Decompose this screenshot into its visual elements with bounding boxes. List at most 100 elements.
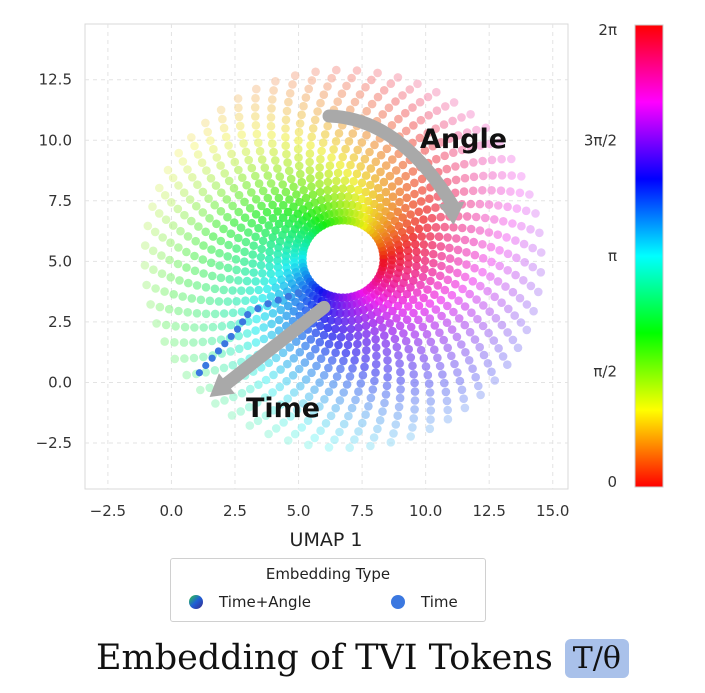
scatter-point <box>251 171 260 181</box>
scatter-point <box>357 194 366 204</box>
scatter-point <box>245 421 255 430</box>
scatter-point <box>388 306 397 316</box>
scatter-point <box>462 248 471 257</box>
colorbar <box>634 24 664 488</box>
scatter-point <box>244 228 253 237</box>
scatter-point <box>403 265 412 275</box>
scatter-point <box>395 187 405 197</box>
scatter-point <box>305 166 315 175</box>
scatter-point <box>228 308 238 318</box>
scatter-point <box>409 121 418 130</box>
scatter-point <box>309 409 319 419</box>
scatter-point <box>242 276 252 286</box>
scatter-point <box>357 178 367 188</box>
scatter-point <box>183 308 192 317</box>
scatter-point <box>206 258 216 268</box>
scatter-point <box>425 314 435 323</box>
time-point <box>244 311 252 319</box>
scatter-point <box>257 201 266 211</box>
scatter-point <box>253 416 263 426</box>
scatter-point <box>519 276 528 285</box>
scatter-point <box>284 97 293 107</box>
scatter-point <box>221 132 231 142</box>
scatter-point <box>517 221 526 231</box>
scatter-point <box>187 294 197 303</box>
scatter-point <box>447 351 456 361</box>
scatter-point <box>417 232 427 241</box>
scatter-point <box>376 167 385 177</box>
scatter-point <box>315 187 325 197</box>
scatter-point <box>335 396 345 405</box>
scatter-point <box>319 90 329 99</box>
scatter-point <box>506 187 515 196</box>
scatter-point <box>320 395 329 404</box>
scatter-point <box>273 207 283 216</box>
scatter-point <box>382 381 392 391</box>
scatter-point <box>495 246 504 255</box>
scatter-point <box>273 262 283 272</box>
scatter-point <box>433 353 442 363</box>
scatter-point <box>460 403 470 413</box>
scatter-point <box>205 383 214 393</box>
scatter-point <box>484 328 493 338</box>
scatter-point <box>402 193 412 203</box>
scatter-point <box>285 195 294 204</box>
scatter-point <box>346 324 356 334</box>
scatter-point <box>453 245 463 255</box>
scatter-point <box>508 287 518 297</box>
scatter-point <box>470 263 479 273</box>
scatter-point <box>468 186 478 196</box>
scatter-point <box>207 336 217 346</box>
scatter-point <box>349 153 359 162</box>
scatter-point <box>487 257 496 267</box>
scatter-point <box>394 176 404 186</box>
scatter-point <box>201 309 211 319</box>
scatter-point <box>350 356 359 365</box>
scatter-point <box>334 340 343 350</box>
x-tick-label: 10.0 <box>409 502 442 520</box>
scatter-point <box>289 388 299 397</box>
scatter-point <box>249 295 259 305</box>
scatter-point <box>251 232 260 242</box>
scatter-point <box>215 261 224 270</box>
scatter-point <box>479 301 488 310</box>
scatter-point <box>331 348 340 358</box>
scatter-point <box>405 85 415 94</box>
scatter-point <box>455 376 465 386</box>
scatter-point <box>323 82 332 91</box>
scatter-point <box>443 275 453 285</box>
scatter-point <box>396 385 405 394</box>
scatter-point <box>342 81 351 91</box>
scatter-point <box>388 202 397 211</box>
scatter-point <box>331 137 341 146</box>
scatter-point <box>354 185 363 195</box>
scatter-point <box>382 311 391 321</box>
scatter-point <box>491 313 501 323</box>
scatter-point <box>452 332 462 342</box>
time-point <box>214 347 223 355</box>
scatter-point <box>183 165 192 174</box>
scatter-point <box>401 108 410 118</box>
scatter-point <box>385 319 395 328</box>
scatter-point <box>460 302 470 311</box>
scatter-point <box>268 213 278 223</box>
scatter-point <box>182 370 191 380</box>
scatter-point <box>229 218 239 227</box>
scatter-point <box>412 254 422 264</box>
scatter-point <box>401 336 411 346</box>
scatter-point <box>294 136 303 145</box>
scatter-point <box>223 252 232 261</box>
scatter-point <box>284 166 294 176</box>
scatter-point <box>296 381 305 391</box>
scatter-point <box>398 308 408 318</box>
scatter-point <box>526 281 536 291</box>
annotation-arrows <box>209 109 465 397</box>
scatter-point <box>413 337 423 347</box>
scatter-point <box>267 130 276 140</box>
scatter-point <box>289 202 298 211</box>
scatter-point <box>343 168 352 178</box>
scatter-point <box>299 185 309 195</box>
scatter-point <box>443 301 452 311</box>
scatter-point <box>416 197 426 206</box>
scatter-point <box>360 154 370 164</box>
